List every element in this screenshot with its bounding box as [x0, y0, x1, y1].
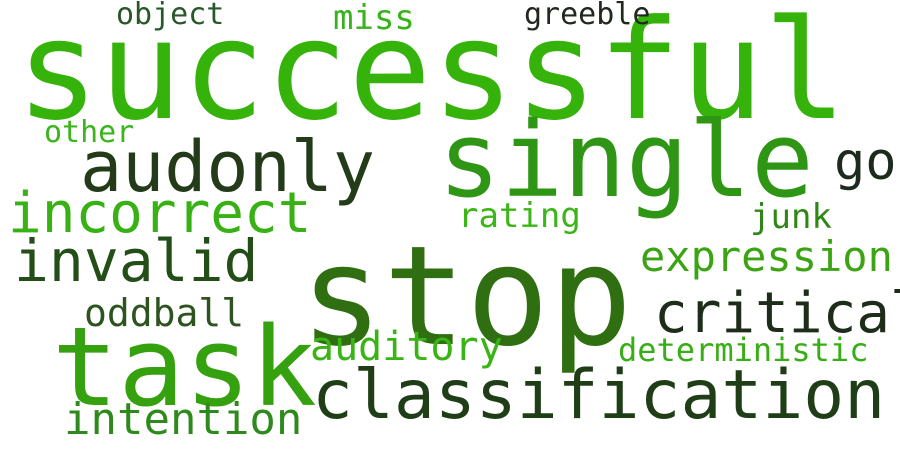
word-task: task	[52, 303, 317, 431]
word-intention: intention	[64, 394, 303, 445]
word-expression: expression	[640, 232, 893, 281]
word-critical: critical	[654, 281, 900, 346]
word-single: single	[438, 99, 814, 221]
word-go: go	[834, 132, 897, 192]
word-oddball: oddball	[84, 291, 245, 335]
word-audonly: audonly	[80, 126, 376, 208]
word-object: object	[116, 0, 225, 32]
word-rating: rating	[458, 196, 581, 236]
word-greeble: greeble	[524, 0, 651, 32]
word-successful: successful	[16, 0, 847, 151]
word-stop: stop	[300, 216, 633, 377]
word-invalid: invalid	[14, 227, 259, 295]
word-other: other	[44, 115, 135, 150]
word-junk: junk	[750, 197, 832, 237]
word-classification: classification	[312, 356, 886, 435]
word-incorrect: incorrect	[8, 181, 312, 246]
word-auditory: auditory	[310, 324, 503, 370]
word-miss: miss	[333, 0, 415, 38]
word-deterministic: deterministic	[618, 331, 869, 369]
